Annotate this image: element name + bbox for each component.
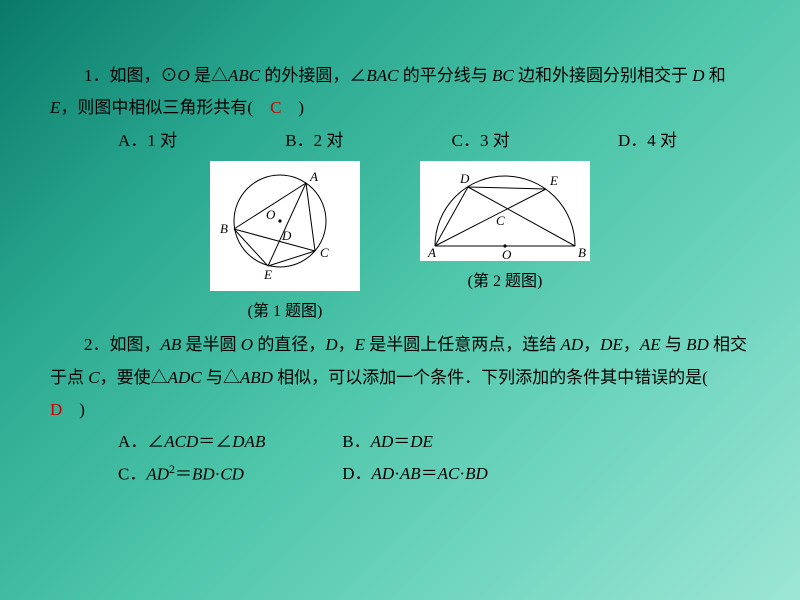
- text: 的外接圆，∠: [260, 66, 366, 85]
- text: CD: [220, 465, 244, 484]
- text: ＝: [175, 465, 192, 484]
- text: C: [88, 368, 99, 387]
- text: ACD: [164, 432, 198, 451]
- q2-stem: 2．如图，AB 是半圆 O 的直径，D，E 是半圆上任意两点，连结 AD，DE，…: [50, 329, 750, 426]
- text: ，要使△: [100, 368, 168, 387]
- text: BD: [465, 464, 488, 483]
- text: O: [178, 66, 190, 85]
- svg-text:O: O: [502, 247, 512, 261]
- q2-option-a: A．∠ACD＝∠DAB: [84, 426, 304, 458]
- text: AD: [146, 465, 169, 484]
- text: ＝: [421, 464, 438, 483]
- q1-answer: C: [270, 98, 281, 117]
- q1-option-b: B．2 对: [251, 125, 343, 157]
- text: A．∠: [118, 432, 164, 451]
- text: ，则图中相似三角形共有(: [60, 98, 270, 117]
- text: 的直径，: [253, 335, 325, 354]
- text: 边和外接圆分别相交于: [514, 66, 693, 85]
- text: AD: [560, 335, 583, 354]
- text: O: [241, 335, 253, 354]
- text: AC: [438, 464, 460, 483]
- text: ，: [583, 335, 600, 354]
- text: E: [50, 98, 60, 117]
- text: C．: [118, 465, 146, 484]
- svg-text:A: A: [427, 245, 436, 260]
- text: BD: [192, 465, 215, 484]
- q1-option-d: D．4 对: [584, 125, 677, 157]
- text: D: [692, 66, 704, 85]
- text: 是半圆: [181, 335, 241, 354]
- text: ，: [338, 335, 355, 354]
- text: ABC: [228, 66, 260, 85]
- q2-figure: A B D E C O (第 2 题图): [420, 161, 590, 327]
- svg-text:B: B: [220, 221, 228, 236]
- text: 是△: [190, 66, 228, 85]
- svg-text:A: A: [309, 169, 318, 184]
- text: DE: [410, 432, 433, 451]
- text: BAC: [366, 66, 398, 85]
- q1-option-a: A．1 对: [84, 125, 177, 157]
- text: D．: [342, 464, 371, 483]
- q1-figure: A B C E DO (第 1 题图): [210, 161, 360, 327]
- q1-figure-caption: (第 1 题图): [210, 297, 360, 327]
- text: BD: [686, 335, 709, 354]
- q1-option-c: C．3 对: [418, 125, 510, 157]
- text: 1．如图，⊙: [84, 66, 178, 85]
- text: D: [325, 335, 337, 354]
- text: ): [62, 400, 85, 419]
- q2-diagram: A B D E C O: [420, 161, 590, 261]
- svg-text:C: C: [496, 213, 505, 228]
- q1-options: A．1 对 B．2 对 C．3 对 D．4 对: [50, 125, 750, 157]
- q2-option-c: C．AD2＝BD·CD: [84, 458, 304, 491]
- text: 和: [705, 66, 726, 85]
- q1-stem: 1．如图，⊙O 是△ABC 的外接圆，∠BAC 的平分线与 BC 边和外接圆分别…: [50, 60, 750, 125]
- text: B．: [342, 432, 370, 451]
- text: ABD: [240, 368, 273, 387]
- text: AB: [400, 464, 421, 483]
- text: 2．如图，: [84, 335, 161, 354]
- q2-figure-caption: (第 2 题图): [420, 267, 590, 297]
- text: ，: [623, 335, 640, 354]
- figures-row: ABCEDO (第 1 题图) ABDECO (第 2 题图): [50, 161, 750, 327]
- text: 与△: [202, 368, 240, 387]
- text: 是半圆上任意两点，连结: [365, 335, 561, 354]
- svg-text:O: O: [266, 207, 276, 222]
- text: 相似，可以添加一个条件．下列添加的条件其中错误的是(: [273, 368, 725, 387]
- svg-text:C: C: [320, 245, 329, 260]
- text: AB: [161, 335, 182, 354]
- q2-options-row1: A．∠ACD＝∠DAB B．AD＝DE: [50, 426, 750, 458]
- q1-diagram: A B C E DO: [210, 161, 360, 291]
- text: ＝∠: [198, 432, 232, 451]
- q2-option-b: B．AD＝DE: [308, 426, 528, 458]
- svg-text:B: B: [578, 245, 586, 260]
- text: 的平分线与: [399, 66, 493, 85]
- text: 与: [661, 335, 687, 354]
- text: BC: [492, 66, 514, 85]
- text: E: [355, 335, 365, 354]
- text: ＝: [393, 432, 410, 451]
- text: AE: [640, 335, 661, 354]
- text: AD: [371, 432, 394, 451]
- q2-option-d: D．AD·AB＝AC·BD: [308, 458, 528, 490]
- text: AD: [372, 464, 395, 483]
- text: ADC: [168, 368, 202, 387]
- text: DE: [600, 335, 623, 354]
- svg-text:E: E: [549, 173, 558, 188]
- svg-text:D: D: [459, 171, 470, 186]
- q2-answer: D: [50, 400, 62, 419]
- svg-text:E: E: [263, 267, 272, 282]
- text: DAB: [232, 432, 265, 451]
- text: ): [281, 98, 304, 117]
- q2-options-row2: C．AD2＝BD·CD D．AD·AB＝AC·BD: [50, 458, 750, 491]
- svg-text:D: D: [281, 228, 292, 243]
